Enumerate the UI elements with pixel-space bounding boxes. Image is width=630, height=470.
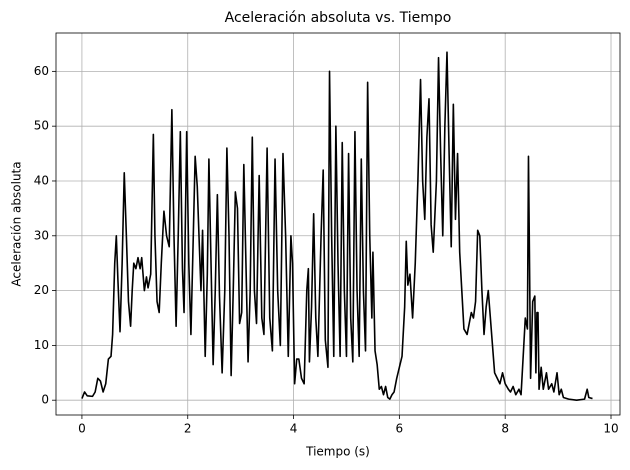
- y-tick-label: 10: [34, 338, 49, 352]
- x-tick-label: 4: [290, 422, 298, 436]
- y-axis-label: Aceleración absoluta: [10, 161, 24, 286]
- data-line: [81, 51, 593, 401]
- x-tick-label: 6: [396, 422, 404, 436]
- x-axis-label: Tiempo (s): [305, 445, 370, 459]
- y-tick-label: 0: [41, 393, 49, 407]
- x-tick-label: 8: [501, 422, 509, 436]
- y-tick-label: 40: [34, 173, 49, 187]
- y-tick-label: 60: [34, 64, 49, 78]
- plot-frame: [55, 32, 621, 416]
- y-tick-label: 20: [34, 283, 49, 297]
- y-tick-label: 50: [34, 119, 49, 133]
- x-tick-label: 0: [78, 422, 86, 436]
- chart-title: Aceleración absoluta vs. Tiempo: [225, 10, 452, 26]
- y-tick-label: 30: [34, 228, 49, 242]
- x-tick-label: 10: [603, 422, 618, 436]
- x-tick-label: 2: [184, 422, 192, 436]
